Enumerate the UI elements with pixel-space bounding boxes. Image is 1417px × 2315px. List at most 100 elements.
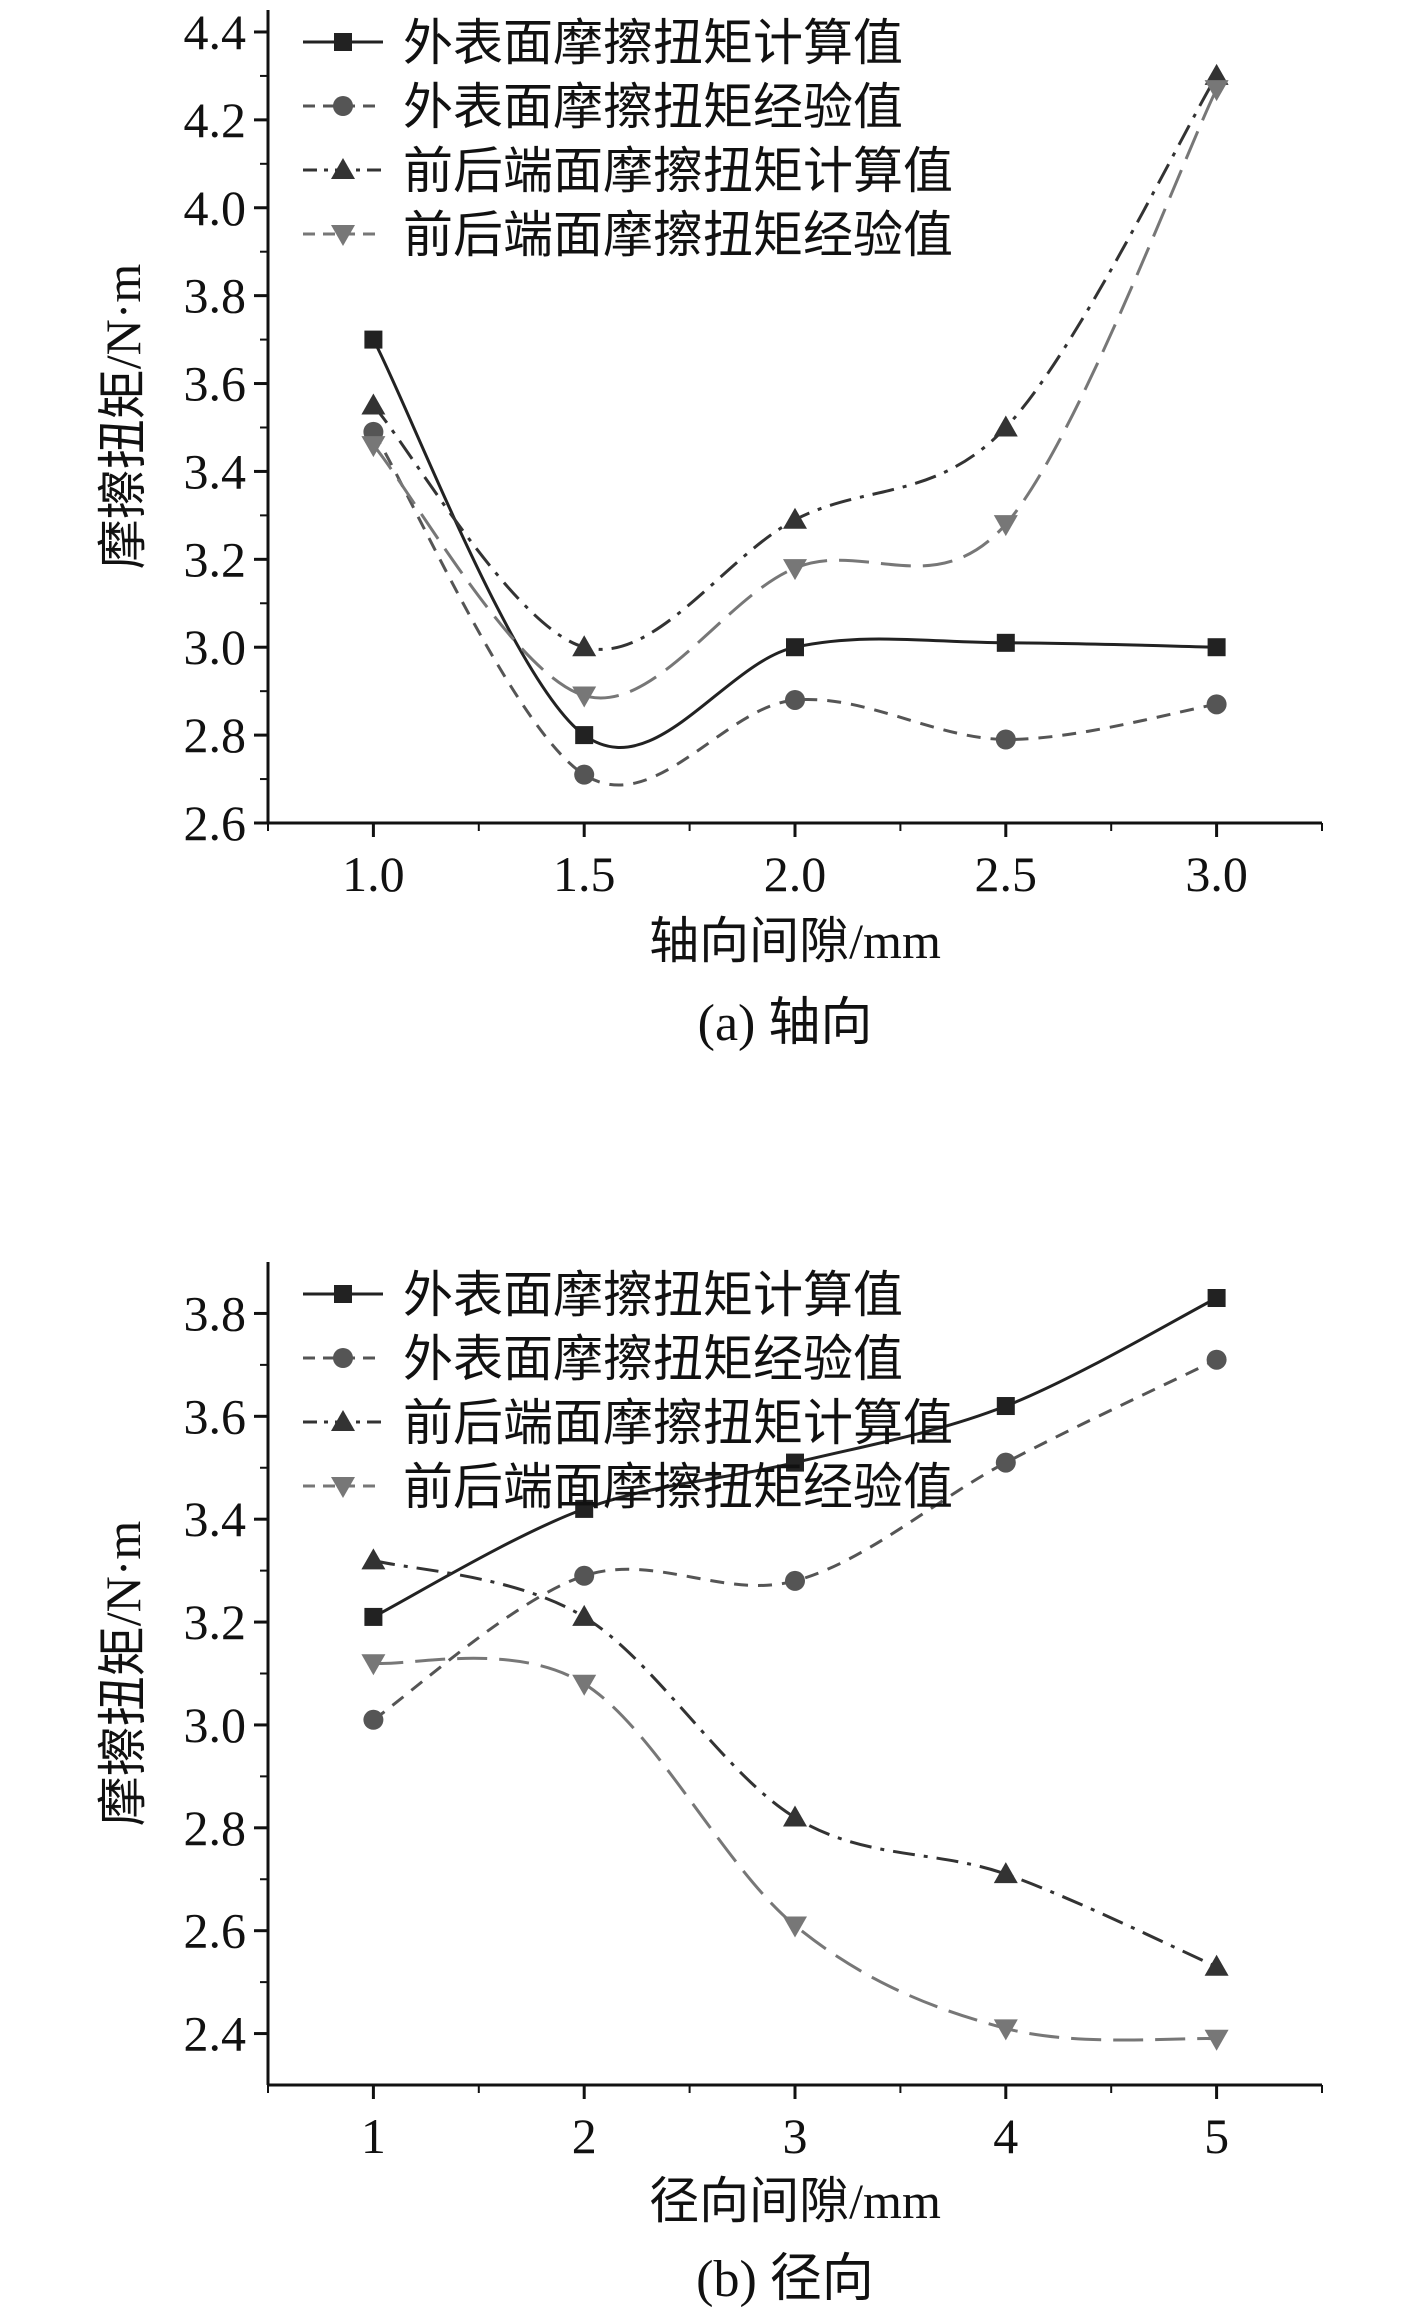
y-tick-label: 4.4 <box>184 4 247 60</box>
x-tick-label: 1.0 <box>342 846 405 902</box>
legend-marker <box>334 33 352 51</box>
series-triangle-up <box>361 1548 1229 1976</box>
series-square <box>364 1289 1226 1626</box>
data-point <box>574 764 595 785</box>
data-point <box>1204 1954 1229 1976</box>
data-point <box>572 1604 597 1626</box>
chart-axial: 2.6 2.8 3.0 3.2 3.4 3.6 3.8 4.0 4.2 4.4 1.0 1.5 2.0 2… <box>95 4 1323 1052</box>
data-point <box>996 1397 1015 1416</box>
legend-label: 前后端面摩擦扭矩经验值 <box>403 207 953 263</box>
data-point <box>572 686 597 708</box>
legend-marker <box>334 1285 352 1303</box>
data-point <box>1204 2029 1229 2051</box>
y-tick-label: 2.4 <box>184 2006 247 2062</box>
data-point <box>1207 638 1226 657</box>
legend-marker <box>331 1477 355 1498</box>
data-point <box>364 1607 383 1626</box>
legend-label: 前后端面摩擦扭矩计算值 <box>403 1395 953 1451</box>
data-point <box>786 638 804 657</box>
legend: 外表面摩擦扭矩计算值外表面摩擦扭矩经验值前后端面摩擦扭矩计算值前后端面摩擦扭矩经… <box>303 15 953 263</box>
y-tick-label: 3.8 <box>184 268 247 324</box>
series-triangle-down <box>361 1654 1229 2051</box>
series-triangle-up <box>361 63 1229 657</box>
data-point <box>993 2019 1018 2041</box>
y-tick-label: 2.8 <box>184 1800 247 1856</box>
data-point <box>364 330 383 349</box>
figure-caption: (a) 轴向 <box>698 995 873 1052</box>
data-point <box>1204 80 1229 102</box>
x-axis-label: 径向间隙/mm <box>649 2173 941 2229</box>
y-tick-label: 3.2 <box>184 531 247 587</box>
y-tick-label: 2.6 <box>184 795 247 851</box>
legend-label: 外表面摩擦扭矩计算值 <box>403 15 903 71</box>
y-tick-label: 3.0 <box>184 619 247 675</box>
data-point <box>572 1674 597 1696</box>
x-tick-label: 2.0 <box>764 846 827 902</box>
y-tick-label: 3.0 <box>184 1697 247 1753</box>
series-circle <box>363 421 1227 787</box>
x-tick-label: 1.5 <box>553 846 616 902</box>
data-point <box>572 635 597 657</box>
y-tick-label: 3.4 <box>184 443 247 499</box>
data-point <box>574 1565 595 1586</box>
y-tick-label: 3.4 <box>184 1491 247 1547</box>
chart-radial: 2.4 2.6 2.8 3.0 3.2 3.4 3.6 3.8 1 2 3 4 5 径向间隙/mm 摩擦扭矩… <box>95 1262 1323 2308</box>
y-axis-label: 摩擦扭矩/N·m <box>95 264 151 570</box>
data-point <box>361 393 386 415</box>
legend-marker <box>331 158 355 179</box>
data-point <box>995 1452 1016 1473</box>
legend-marker <box>333 96 353 116</box>
series-triangle-down <box>361 80 1229 708</box>
series-circle <box>363 1349 1227 1730</box>
y-tick-label: 2.8 <box>184 707 247 763</box>
y-tick-label: 4.0 <box>184 180 247 236</box>
data-point <box>993 515 1018 537</box>
series-square <box>364 330 1226 749</box>
data-point <box>786 1453 804 1472</box>
data-point <box>996 633 1015 652</box>
series-line <box>373 1656 1217 2042</box>
data-point <box>993 415 1018 437</box>
data-point <box>1207 1289 1226 1308</box>
x-axis-label: 轴向间隙/mm <box>649 913 941 969</box>
x-tick-label: 4 <box>993 2108 1018 2164</box>
y-axis-label: 摩擦扭矩/N·m <box>95 1521 151 1827</box>
y-tick-label: 3.2 <box>184 1594 247 1650</box>
legend-label: 外表面摩擦扭矩经验值 <box>403 79 903 135</box>
figure-caption: (b) 径向 <box>696 2251 874 2308</box>
data-point <box>785 1570 805 1591</box>
data-point <box>1206 1349 1227 1370</box>
data-point <box>783 507 807 529</box>
data-point <box>575 726 594 745</box>
data-point <box>995 729 1016 750</box>
series-line <box>373 1558 1218 1969</box>
legend: 外表面摩擦扭矩计算值外表面摩擦扭矩经验值前后端面摩擦扭矩计算值前后端面摩擦扭矩经… <box>303 1267 953 1515</box>
y-tick-label: 2.6 <box>184 1903 247 1959</box>
legend-marker <box>333 1348 353 1368</box>
data-point <box>783 1805 807 1827</box>
series-line <box>372 338 1217 749</box>
legend-label: 前后端面摩擦扭矩计算值 <box>403 143 953 199</box>
data-point <box>993 1862 1018 1884</box>
legend-label: 前后端面摩擦扭矩经验值 <box>403 1459 953 1515</box>
y-tick-label: 4.2 <box>184 92 247 148</box>
data-point <box>361 1654 386 1676</box>
data-point <box>575 1499 594 1518</box>
data-point <box>361 436 386 458</box>
series-line <box>372 88 1218 700</box>
x-tick-label: 2.5 <box>975 846 1038 902</box>
legend-marker <box>331 1410 355 1431</box>
data-point <box>363 1709 384 1730</box>
legend-label: 外表面摩擦扭矩计算值 <box>403 1267 903 1323</box>
y-tick-label: 3.6 <box>184 1388 247 1444</box>
x-tick-label: 1 <box>361 2108 386 2164</box>
data-point <box>1204 63 1229 85</box>
data-point <box>783 1916 807 1938</box>
legend-marker <box>331 225 355 246</box>
x-tick-label: 3.0 <box>1185 846 1248 902</box>
y-tick-label: 3.6 <box>184 356 247 412</box>
data-point <box>1206 694 1227 715</box>
x-tick-label: 3 <box>783 2108 808 2164</box>
y-tick-label: 3.8 <box>184 1285 247 1341</box>
